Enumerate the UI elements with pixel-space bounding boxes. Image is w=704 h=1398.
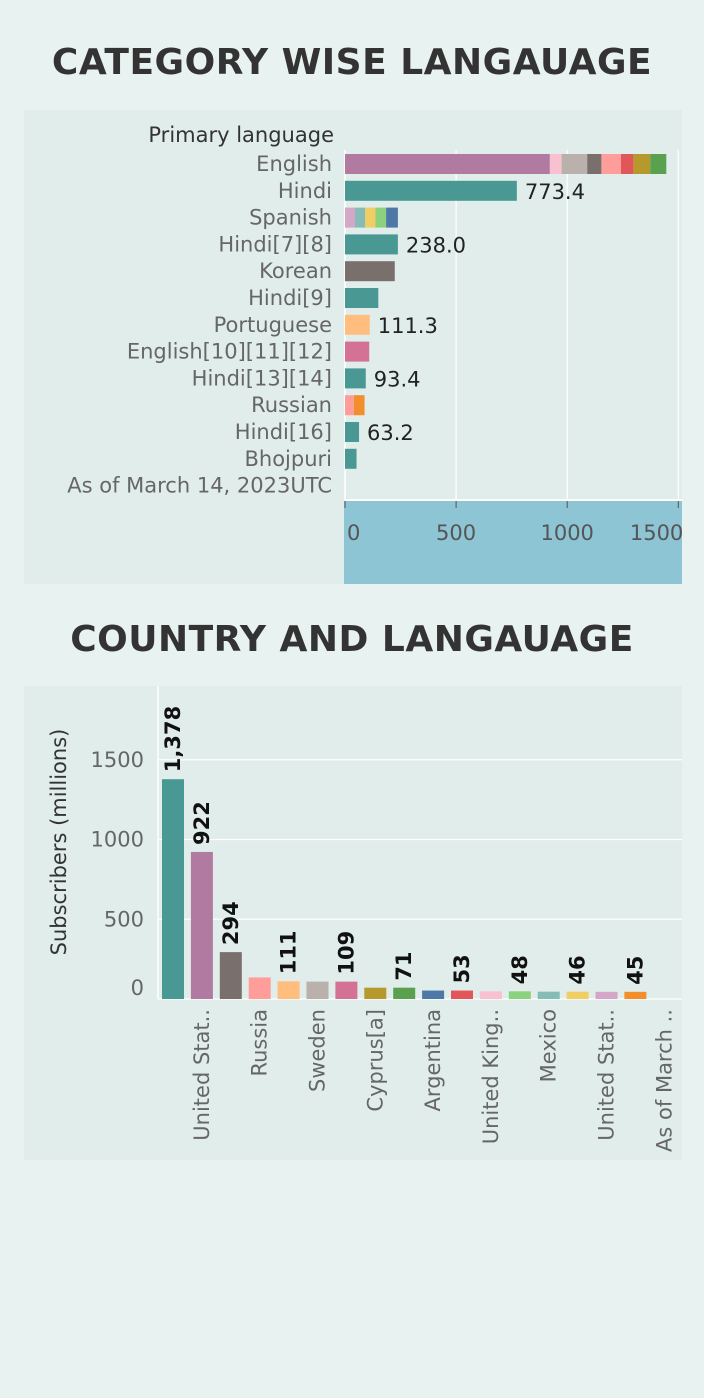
- category-label: As of March 14, 2023UTC: [67, 474, 332, 498]
- bar[interactable]: [624, 991, 647, 999]
- bar-segment[interactable]: [345, 422, 360, 442]
- bar-segment[interactable]: [561, 154, 588, 174]
- y-tick-label: 0: [131, 976, 144, 1000]
- chart-title-category: CATEGORY WISE LANGAUAGE: [51, 42, 653, 83]
- bar-segment[interactable]: [353, 395, 365, 416]
- bar-segment[interactable]: [345, 261, 395, 282]
- bar-segment[interactable]: [601, 154, 621, 174]
- bar[interactable]: [306, 981, 329, 999]
- x-tick-label: As of March ..: [652, 1009, 676, 1152]
- bar-segment[interactable]: [345, 314, 370, 335]
- bar-value-label: 48: [508, 955, 532, 984]
- bar-segment[interactable]: [620, 154, 634, 174]
- bar-value-label: 109: [334, 931, 358, 975]
- bar-segment[interactable]: [386, 207, 398, 228]
- bar[interactable]: [451, 990, 473, 999]
- bar-value-label: 111.3: [378, 314, 438, 338]
- x-tick-label: United Stat..: [190, 1009, 214, 1141]
- category-label: Bhojpuri: [244, 447, 332, 471]
- bar[interactable]: [393, 987, 416, 999]
- bar-segment[interactable]: [549, 154, 562, 174]
- bar[interactable]: [162, 779, 184, 999]
- x-axis-area: [344, 500, 682, 584]
- country-language-bar-chart: 0 500 1000 1500 Subscribers (millions) 1,378 9…: [47, 686, 682, 1152]
- bar-segment[interactable]: [345, 395, 354, 416]
- x-tick-label: Argentina: [421, 1009, 445, 1111]
- category-label: Hindi[13][14]: [192, 366, 332, 390]
- bar-value-label: 111: [277, 930, 301, 974]
- category-chart-panel: 0 500 1000 1500 Primary language English Hindi…: [24, 110, 683, 584]
- x-tick-label: 1500: [630, 521, 683, 545]
- category-label: English[10][11][12]: [127, 340, 332, 364]
- category-label: Hindi[7][8]: [218, 232, 332, 256]
- category-label: Hindi[9]: [248, 286, 332, 310]
- bar-value-label: 294: [219, 901, 243, 945]
- bar[interactable]: [537, 991, 560, 999]
- category-label: Hindi: [278, 179, 332, 203]
- y-tick-label: 1000: [91, 828, 144, 852]
- bar[interactable]: [508, 991, 531, 999]
- bar-value-label: 922: [190, 801, 214, 845]
- bar[interactable]: [595, 991, 618, 999]
- bar-segment[interactable]: [633, 154, 651, 174]
- row-header: Primary language: [148, 123, 334, 147]
- x-tick-label: United King..: [479, 1009, 503, 1144]
- category-label: Portuguese: [214, 313, 332, 337]
- x-tick-label: Cyprus[a]: [363, 1009, 387, 1112]
- bar-segment[interactable]: [345, 341, 370, 362]
- bar[interactable]: [566, 991, 589, 999]
- bar-segment[interactable]: [375, 207, 387, 228]
- x-tick-label: 0: [347, 521, 360, 545]
- bar[interactable]: [219, 952, 242, 999]
- bar[interactable]: [277, 981, 300, 999]
- bar-segment[interactable]: [345, 207, 355, 228]
- x-tick-label: Sweden: [306, 1009, 330, 1092]
- bar-segment[interactable]: [354, 207, 366, 228]
- category-label: Spanish: [249, 206, 332, 230]
- bar[interactable]: [479, 991, 502, 999]
- bar[interactable]: [248, 977, 271, 999]
- bar[interactable]: [335, 981, 358, 999]
- bar-value-label: 1,378: [161, 706, 185, 772]
- bar-segment[interactable]: [345, 180, 517, 201]
- bar-value-label: 46: [566, 955, 590, 984]
- category-label: Korean: [259, 259, 332, 283]
- bar-segment[interactable]: [587, 154, 602, 174]
- bar-segment[interactable]: [365, 207, 376, 228]
- bar-segment[interactable]: [345, 288, 379, 308]
- x-tick-label: 500: [436, 521, 476, 545]
- bar-segment[interactable]: [650, 154, 667, 174]
- bar-segment[interactable]: [345, 154, 550, 174]
- bar[interactable]: [364, 987, 387, 999]
- bar[interactable]: [190, 851, 213, 999]
- x-tick-label: Mexico: [537, 1009, 561, 1082]
- x-tick-label: 1000: [540, 521, 593, 545]
- bar-value-label: 238.0: [406, 233, 466, 257]
- bar-value-label: 53: [450, 954, 474, 983]
- bar-value-label: 93.4: [374, 367, 421, 391]
- bar-segment[interactable]: [345, 368, 366, 389]
- category-label: Russian: [251, 393, 332, 417]
- category-label: Hindi[16]: [235, 420, 332, 444]
- y-tick-label: 1500: [91, 748, 144, 772]
- bar-value-label: 63.2: [367, 421, 414, 445]
- bar[interactable]: [422, 990, 445, 999]
- bar-value-label: 71: [392, 951, 416, 980]
- chart-title-country: COUNTRY AND LANGAUAGE: [70, 619, 634, 660]
- bar-segment[interactable]: [345, 234, 398, 255]
- category-label: English: [256, 152, 332, 176]
- y-tick-label: 500: [104, 907, 144, 931]
- x-tick-label: United Stat..: [595, 1009, 619, 1141]
- y-axis-title: Subscribers (millions): [47, 729, 71, 956]
- bar-value-label: 773.4: [525, 180, 585, 204]
- category-language-bar-chart: 0 500 1000 1500 Primary language English Hindi…: [67, 123, 683, 584]
- bar-segment[interactable]: [345, 448, 357, 469]
- bar-value-label: 45: [623, 956, 647, 985]
- x-tick-label: Russia: [248, 1009, 272, 1077]
- country-chart-panel: 0 500 1000 1500 Subscribers (millions) 1,378 9…: [24, 686, 682, 1160]
